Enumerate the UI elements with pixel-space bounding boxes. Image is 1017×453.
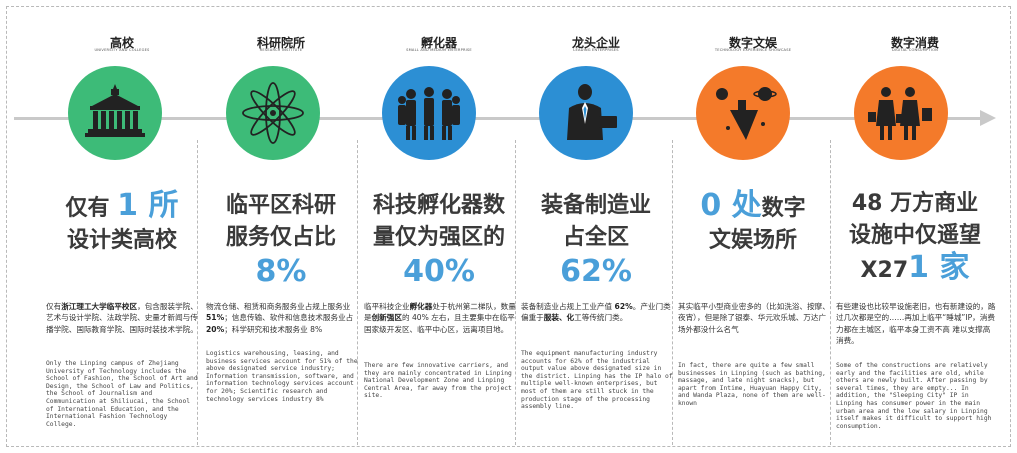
planets-icon <box>716 87 777 140</box>
enterprise-circle <box>539 66 633 160</box>
column-headline: 装备制造业 占全区 62% <box>540 193 651 289</box>
column-divider <box>357 140 358 445</box>
english-description: Logistics warehousing, leasing, and busi… <box>206 350 358 403</box>
column-subtitle: Leading Enterprises <box>573 48 619 52</box>
chinese-description: 其实临平小型商业密多的（比如洗浴、按摩、夜宵），但是除了银泰、华元欢乐城、万达广… <box>678 302 830 334</box>
column-university: 高校 University and Colleges 仅有 1 所 设计类高校 … <box>42 0 202 453</box>
infographic-frame <box>6 6 1011 447</box>
column-headline: 48 万方商业 设施中仅遥望 X271 家 <box>848 191 981 285</box>
column-incubator: 孵化器 Small and Medium Enterprise 科技孵化器数 量… <box>360 0 518 453</box>
english-description: Some of the constructions are relatively… <box>836 362 992 430</box>
column-headline: 0 处数字 文娱场所 <box>700 188 806 254</box>
team-people-icon <box>398 87 460 140</box>
column-research: 科研院所 Research Institute 临平区科研 服务仅占比 8% 物… <box>202 0 360 453</box>
column-subtitle: Digital Consumption <box>892 48 938 52</box>
consumption-circle <box>854 66 948 160</box>
businessman-icon <box>567 84 617 140</box>
chinese-description: 临平科技企业孵化器处于杭州第二梯队，数量是创新强区的 40% 左右，且主要集中在… <box>364 302 516 334</box>
chinese-description: 物流仓储、租赁和商务服务业占规上服务业 51%；信息传输、软件和信息技术服务业占… <box>206 302 354 334</box>
column-title: 孵化器 <box>420 36 457 50</box>
column-subtitle: Small and Medium Enterprise <box>406 48 472 52</box>
column-headline: 临平区科研 服务仅占比 8% <box>225 193 336 289</box>
english-description: In fact, there are quite a few small bus… <box>678 362 826 407</box>
university-circle <box>68 66 162 160</box>
column-title: 高校 <box>109 36 134 50</box>
atom-icon <box>242 82 304 144</box>
column-divider <box>515 140 516 445</box>
column-title: 数字消费 <box>890 36 939 50</box>
column-headline: 仅有 1 所 设计类高校 <box>65 188 179 254</box>
chinese-description: 仅有浙江理工大学临平校区，包含服装学院、艺术与设计学院、法政学院、史量才新闻与传… <box>46 302 198 334</box>
column-digital-consumption: 数字消费 Digital Consumption 48 万方商业 设施中仅遥望 … <box>832 0 998 453</box>
chinese-description: 有些建设也比较早设施老旧，也有新建设的，路过几次都是空的……再加上临平“睡城”I… <box>836 302 996 345</box>
column-divider <box>197 140 198 445</box>
university-building-icon <box>85 84 145 137</box>
column-title: 数字文娱 <box>728 36 777 50</box>
incubator-circle <box>382 66 476 160</box>
english-description: There are few innovative carriers, and t… <box>364 362 512 400</box>
column-headline: 科技孵化器数 量仅为强区的 40% <box>372 193 505 289</box>
entertainment-circle <box>696 66 790 160</box>
column-leading-enterprises: 龙头企业 Leading Enterprises 装备制造业 占全区 62% 装… <box>517 0 675 453</box>
column-title: 龙头企业 <box>571 36 620 50</box>
timeline-arrow-icon <box>980 110 996 126</box>
research-circle <box>226 66 320 160</box>
column-divider <box>672 140 673 445</box>
column-subtitle: University and Colleges <box>94 48 150 52</box>
chinese-description: 装备制造业占规上工业产值 62%。产业门类偏重于服装、化工等传统门类。 <box>521 302 671 323</box>
column-title: 科研院所 <box>256 36 305 50</box>
timeline-line <box>14 117 984 120</box>
column-subtitle: Technology Experience Showcase <box>714 48 792 52</box>
column-digital-entertainment: 数字文娱 Technology Experience Showcase 0 处数… <box>674 0 832 453</box>
shoppers-icon <box>868 87 932 140</box>
english-description: The equipment manufacturing industry acc… <box>521 350 673 411</box>
english-description: Only the Linping campus of Zhejiang Univ… <box>46 360 198 428</box>
column-subtitle: Research Institute <box>259 48 303 52</box>
column-divider <box>830 140 831 445</box>
